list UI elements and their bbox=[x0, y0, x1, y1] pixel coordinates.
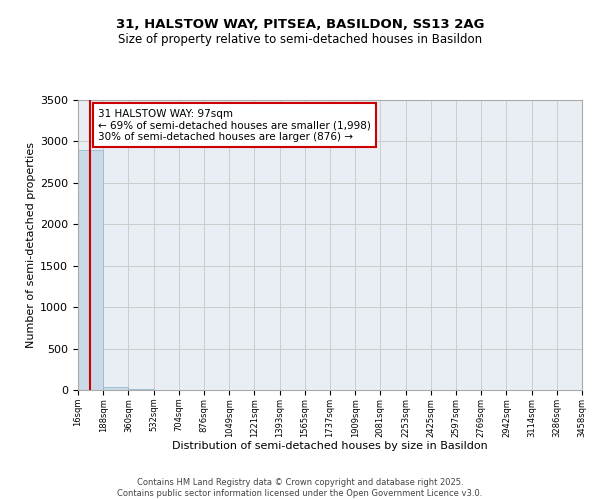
Text: 31 HALSTOW WAY: 97sqm
← 69% of semi-detached houses are smaller (1,998)
30% of s: 31 HALSTOW WAY: 97sqm ← 69% of semi-deta… bbox=[98, 108, 371, 142]
Y-axis label: Number of semi-detached properties: Number of semi-detached properties bbox=[26, 142, 36, 348]
Text: Size of property relative to semi-detached houses in Basildon: Size of property relative to semi-detach… bbox=[118, 32, 482, 46]
Text: Contains HM Land Registry data © Crown copyright and database right 2025.
Contai: Contains HM Land Registry data © Crown c… bbox=[118, 478, 482, 498]
Bar bbox=[78, 150, 103, 390]
Bar bbox=[103, 387, 128, 390]
Bar bbox=[128, 389, 154, 390]
Text: 31, HALSTOW WAY, PITSEA, BASILDON, SS13 2AG: 31, HALSTOW WAY, PITSEA, BASILDON, SS13 … bbox=[116, 18, 484, 30]
X-axis label: Distribution of semi-detached houses by size in Basildon: Distribution of semi-detached houses by … bbox=[172, 441, 488, 451]
